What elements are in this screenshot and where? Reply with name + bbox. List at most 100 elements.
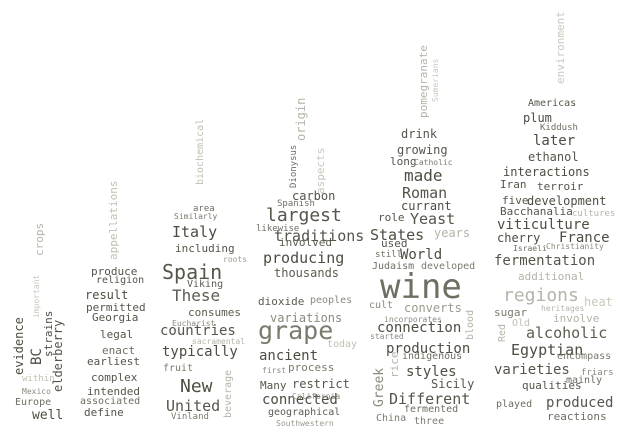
word-regions: regions bbox=[503, 285, 579, 306]
word-earliest: earliest bbox=[87, 355, 140, 368]
word-spanish: Spanish bbox=[277, 199, 315, 209]
word-involved: involved bbox=[279, 236, 332, 249]
word-long: long bbox=[390, 155, 417, 168]
word-kiddush: Kiddush bbox=[540, 123, 578, 133]
word-later: later bbox=[533, 133, 576, 149]
word-viking: Viking bbox=[187, 279, 224, 290]
word-sicily: Sicily bbox=[431, 377, 475, 391]
word-georgia: Georgia bbox=[92, 311, 139, 324]
word-many: Many bbox=[260, 379, 287, 392]
word-well: well bbox=[32, 408, 64, 423]
word-associated: associated bbox=[80, 396, 141, 407]
word-encompass: encompass bbox=[557, 351, 612, 362]
word-complex: complex bbox=[91, 371, 138, 384]
word-pomegranate: pomegranate bbox=[417, 45, 430, 118]
word-started: started bbox=[370, 332, 404, 341]
word-states: States bbox=[370, 226, 425, 244]
word-produced: produced bbox=[546, 395, 614, 411]
word-beverage: beverage bbox=[223, 369, 234, 418]
word-currant: currant bbox=[401, 199, 452, 213]
word-world: World bbox=[400, 247, 443, 263]
word-three: three bbox=[414, 416, 445, 427]
word-carbon: carbon bbox=[292, 189, 336, 203]
word-geographical: geographical bbox=[268, 407, 341, 418]
word-mainly: mainly bbox=[566, 375, 603, 386]
word-dionysus: Dionysus bbox=[289, 144, 299, 188]
word-wine: wine bbox=[380, 267, 462, 307]
word-countries: countries bbox=[160, 323, 236, 339]
word-fruit: fruit bbox=[163, 363, 194, 374]
word-indigenous: indigenous bbox=[402, 351, 463, 362]
word-americas: Americas bbox=[528, 98, 577, 109]
word-red: Red bbox=[497, 323, 508, 342]
word-define: define bbox=[84, 406, 124, 419]
word-made: made bbox=[404, 166, 443, 185]
word-restrict: restrict bbox=[292, 377, 350, 391]
word-interactions: interactions bbox=[503, 165, 590, 179]
word-styles: styles bbox=[406, 364, 457, 380]
word-fermented: fermented bbox=[404, 404, 459, 415]
word-old: Old bbox=[512, 318, 531, 329]
word-used: used bbox=[381, 237, 408, 250]
word-france: France bbox=[559, 230, 610, 246]
word-southwestern: Southwestern bbox=[276, 419, 334, 428]
word-united: United bbox=[166, 397, 221, 415]
word-sacramental: sacramental bbox=[192, 337, 245, 346]
word-china: China bbox=[376, 413, 407, 424]
word-similarly: Similarly bbox=[174, 212, 218, 221]
word-played: played bbox=[496, 399, 533, 410]
word-greek: Greek bbox=[372, 367, 387, 407]
word-varieties: varieties bbox=[494, 362, 570, 378]
word-dioxide: dioxide bbox=[258, 295, 305, 308]
word-reactions: reactions bbox=[547, 410, 607, 423]
word-peoples: peoples bbox=[310, 295, 353, 306]
word-mexico: Mexico bbox=[22, 387, 51, 396]
word-friars: friars bbox=[581, 368, 614, 378]
word-qualities: qualities bbox=[522, 379, 582, 392]
word-sugar: sugar bbox=[494, 306, 528, 319]
word-biochemical: biochemical bbox=[195, 118, 206, 185]
word-additional: additional bbox=[518, 270, 585, 283]
word-ancient: ancient bbox=[259, 348, 319, 364]
word-roman: Roman bbox=[402, 184, 448, 202]
word-vinland: Vinland bbox=[171, 412, 209, 422]
word-egyptian: Egyptian bbox=[511, 341, 584, 359]
word-growing: growing bbox=[397, 143, 448, 157]
word-eucharist: Eucharist bbox=[172, 319, 216, 328]
word-iran: Iran bbox=[500, 178, 527, 191]
word-cherry: cherry bbox=[497, 231, 541, 245]
word-important: important bbox=[32, 274, 41, 318]
word-legal: legal bbox=[100, 328, 134, 341]
word-cult: cult bbox=[369, 300, 394, 311]
word-role: role bbox=[378, 211, 405, 224]
word-result: result bbox=[85, 288, 129, 302]
word-these: These bbox=[172, 286, 221, 305]
word-connected: connected bbox=[262, 392, 338, 408]
word-producing: producing bbox=[263, 249, 345, 267]
word-grape: grape bbox=[258, 316, 334, 345]
word-heat: heat bbox=[584, 295, 613, 309]
word-converts: converts bbox=[404, 301, 462, 315]
word-rice: rice bbox=[388, 351, 401, 379]
word-produce: produce bbox=[91, 265, 138, 278]
word-fermentation: fermentation bbox=[494, 253, 596, 269]
word-catholic: Catholic bbox=[414, 158, 453, 167]
word-cultures: cultures bbox=[572, 209, 616, 219]
word-crops: crops bbox=[33, 222, 46, 256]
word-involve: involve bbox=[553, 312, 600, 325]
word-viticulture: viticulture bbox=[497, 217, 590, 233]
word-appellations: appellations bbox=[107, 180, 120, 260]
word-israeli: Israeli bbox=[513, 244, 547, 253]
word-italy: Italy bbox=[172, 223, 218, 241]
word-enact: enact bbox=[102, 344, 136, 357]
word-alcoholic: alcoholic bbox=[526, 324, 608, 342]
word-judaism: Judaism bbox=[372, 261, 415, 272]
word-process: process bbox=[288, 361, 335, 374]
word-connection: connection bbox=[377, 320, 462, 336]
word-california: California bbox=[292, 392, 341, 401]
word-today: today bbox=[327, 339, 358, 350]
word-environment: environment bbox=[554, 11, 567, 84]
word-largest: largest bbox=[266, 205, 342, 226]
word-bc: BC bbox=[29, 348, 45, 365]
